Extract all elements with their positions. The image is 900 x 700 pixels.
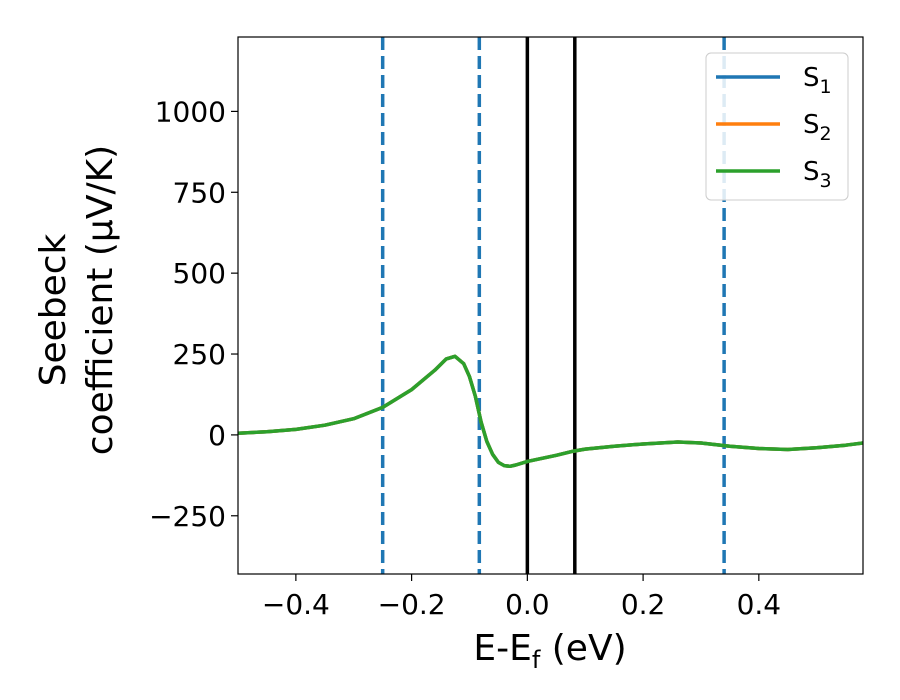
y-axis-label-line2: coefficient (μV/K) <box>80 145 121 455</box>
x-tick-label: −0.4 <box>262 588 330 621</box>
x-tick-label: 0.4 <box>737 588 782 621</box>
x-axis-ticks: −0.4 −0.2 0.0 0.2 0.4 <box>262 574 781 621</box>
x-tick-label: 0.0 <box>505 588 550 621</box>
legend-label-S2: S2 <box>803 110 832 145</box>
x-tick-label: −0.2 <box>378 588 446 621</box>
y-tick-label: −250 <box>149 500 226 533</box>
y-axis-ticks: −250 0 250 500 750 1000 <box>149 95 238 533</box>
legend-label-S3: S3 <box>803 157 832 192</box>
y-tick-label: 1000 <box>155 95 226 128</box>
y-axis-label-line1: Seebeck <box>33 233 74 386</box>
y-tick-label: 750 <box>173 176 226 209</box>
reference-lines <box>380 37 726 574</box>
legend: S1 S2 S3 <box>705 52 849 201</box>
y-tick-label: 0 <box>208 419 226 452</box>
y-tick-label: 250 <box>173 338 226 371</box>
series-line-S3 <box>238 354 863 469</box>
series-lines <box>238 354 863 469</box>
plot-frame <box>237 36 864 575</box>
x-axis-label: E-Ef (eV) <box>473 628 626 674</box>
legend-label-S1: S1 <box>803 63 832 98</box>
x-tick-label: 0.2 <box>621 588 666 621</box>
legend-frame <box>705 52 849 201</box>
y-tick-label: 500 <box>173 257 226 290</box>
